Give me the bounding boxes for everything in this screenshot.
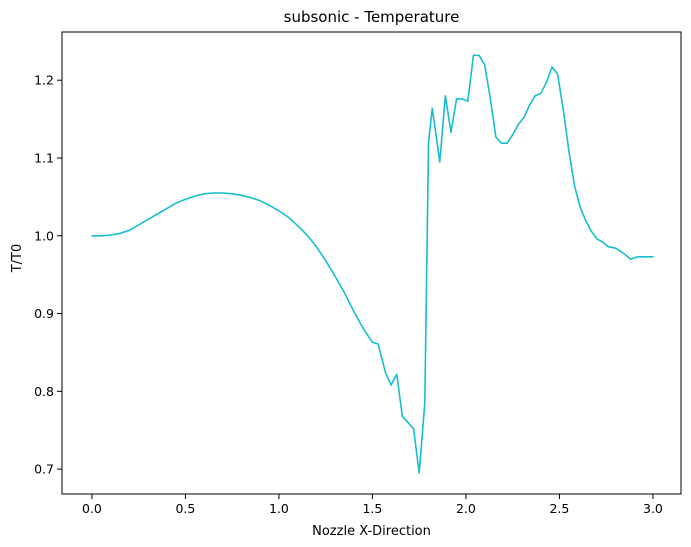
y-axis-title: T/T0 (10, 244, 25, 274)
y-tick-label: 1.1 (34, 151, 54, 166)
x-axis: 0.0 0.5 1.0 1.5 2.0 2.5 3.0 (82, 494, 663, 516)
x-tick-label: 1.0 (269, 501, 289, 516)
y-tick-label: 0.8 (34, 384, 54, 399)
y-tick-label: 0.7 (34, 462, 54, 477)
plot-area (91, 54, 654, 474)
series-line (91, 54, 654, 474)
x-tick-label: 3.0 (643, 501, 663, 516)
x-tick-label: 2.5 (549, 501, 569, 516)
y-tick-label: 1.2 (34, 73, 54, 88)
y-tick-label: 0.9 (34, 306, 54, 321)
x-axis-title: Nozzle X-Direction (312, 524, 431, 539)
y-axis: 0.7 0.8 0.9 1.0 1.1 1.2 (34, 73, 62, 477)
y-tick-label: 1.0 (34, 228, 54, 243)
chart-title: subsonic - Temperature (284, 8, 460, 26)
x-tick-label: 0.0 (82, 501, 102, 516)
x-tick-label: 2.0 (456, 501, 476, 516)
x-tick-label: 0.5 (175, 501, 195, 516)
x-tick-label: 1.5 (362, 501, 382, 516)
plot-frame (61, 31, 682, 495)
